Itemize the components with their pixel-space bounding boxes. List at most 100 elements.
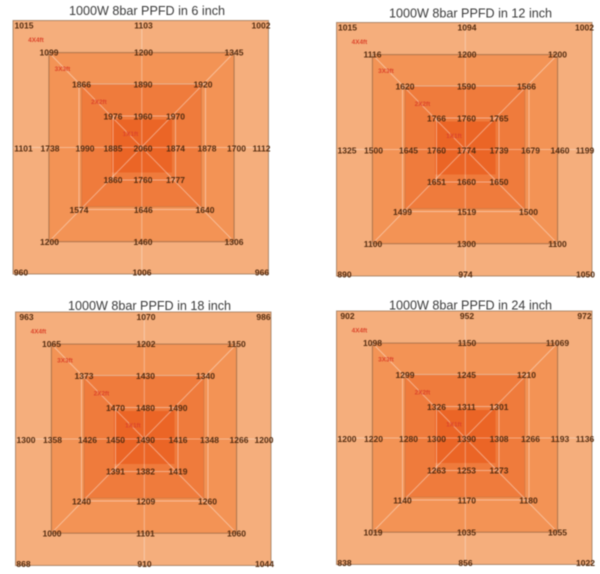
svg-text:1460: 1460	[134, 237, 153, 247]
svg-text:1490: 1490	[136, 435, 155, 445]
svg-text:1200: 1200	[255, 435, 274, 445]
svg-text:1180: 1180	[519, 496, 538, 506]
svg-text:2X2ft: 2X2ft	[94, 390, 110, 397]
svg-text:1055: 1055	[548, 527, 567, 537]
svg-text:1426: 1426	[78, 435, 97, 445]
svg-text:1774: 1774	[457, 145, 476, 155]
svg-text:1101: 1101	[136, 528, 155, 538]
svg-text:1500: 1500	[364, 145, 383, 155]
svg-text:1960: 1960	[134, 111, 153, 121]
svg-text:4X4ft: 4X4ft	[31, 328, 47, 335]
svg-text:1300: 1300	[427, 434, 446, 444]
svg-text:1325: 1325	[338, 145, 357, 155]
svg-text:1499: 1499	[393, 207, 412, 217]
svg-text:1210: 1210	[517, 370, 536, 380]
svg-text:1100: 1100	[548, 239, 567, 249]
svg-text:1419: 1419	[169, 467, 188, 477]
svg-text:1150: 1150	[227, 339, 246, 349]
svg-text:1760: 1760	[427, 145, 446, 155]
svg-text:1022: 1022	[576, 558, 595, 568]
svg-text:1348: 1348	[200, 435, 219, 445]
svg-text:952: 952	[460, 311, 474, 321]
svg-text:1651: 1651	[427, 177, 446, 187]
svg-text:1500: 1500	[519, 207, 538, 217]
svg-text:856: 856	[458, 558, 472, 568]
svg-text:1098: 1098	[363, 338, 382, 348]
svg-text:1700: 1700	[227, 143, 246, 153]
svg-text:11069: 11069	[546, 338, 569, 348]
svg-text:1035: 1035	[457, 527, 476, 537]
svg-text:1450: 1450	[106, 435, 125, 445]
svg-text:1019: 1019	[364, 527, 383, 537]
svg-text:1280: 1280	[399, 434, 418, 444]
svg-text:1200: 1200	[458, 50, 477, 60]
svg-text:2060: 2060	[134, 143, 153, 153]
svg-text:890: 890	[337, 269, 351, 279]
svg-text:1566: 1566	[517, 81, 536, 91]
svg-text:1976: 1976	[104, 111, 123, 121]
svg-text:1266: 1266	[230, 435, 249, 445]
svg-text:1260: 1260	[198, 497, 217, 507]
svg-text:1860: 1860	[104, 175, 123, 185]
svg-text:1490: 1490	[169, 403, 188, 413]
svg-text:1136: 1136	[576, 434, 595, 444]
svg-text:1060: 1060	[227, 528, 246, 538]
svg-text:2X2ft: 2X2ft	[415, 101, 431, 108]
svg-text:1199: 1199	[576, 145, 595, 155]
svg-text:1391: 1391	[106, 467, 125, 477]
svg-text:1X1ft: 1X1ft	[446, 421, 462, 428]
svg-text:1094: 1094	[458, 23, 477, 33]
svg-text:3X3ft: 3X3ft	[57, 357, 73, 364]
svg-text:2X2ft: 2X2ft	[91, 99, 107, 106]
svg-text:963: 963	[19, 312, 33, 322]
svg-text:1000W 8bar PPFD in 12 inch: 1000W 8bar PPFD in 12 inch	[389, 7, 552, 21]
svg-text:838: 838	[337, 558, 351, 568]
svg-text:1170: 1170	[458, 496, 477, 506]
svg-text:1990: 1990	[76, 143, 95, 153]
svg-text:1006: 1006	[133, 267, 152, 277]
svg-text:4X4ft: 4X4ft	[28, 37, 44, 44]
svg-text:974: 974	[458, 269, 472, 279]
svg-text:1273: 1273	[490, 466, 509, 476]
svg-text:1874: 1874	[166, 143, 185, 153]
svg-text:1878: 1878	[198, 143, 217, 153]
svg-text:1193: 1193	[551, 434, 570, 444]
svg-text:1739: 1739	[490, 145, 509, 155]
svg-text:1650: 1650	[490, 177, 509, 187]
svg-text:2X2ft: 2X2ft	[415, 389, 431, 396]
svg-text:902: 902	[340, 311, 354, 321]
svg-text:1200: 1200	[40, 237, 59, 247]
svg-text:1760: 1760	[134, 175, 153, 185]
svg-text:1866: 1866	[72, 79, 91, 89]
svg-text:910: 910	[137, 559, 151, 569]
svg-text:1015: 1015	[15, 21, 34, 31]
svg-text:1245: 1245	[457, 370, 476, 380]
svg-text:972: 972	[577, 311, 591, 321]
svg-text:1390: 1390	[457, 434, 476, 444]
svg-text:1202: 1202	[137, 339, 156, 349]
svg-text:1460: 1460	[551, 145, 570, 155]
svg-text:1150: 1150	[458, 338, 477, 348]
svg-text:1299: 1299	[396, 370, 415, 380]
svg-text:966: 966	[255, 267, 269, 277]
svg-text:1890: 1890	[134, 79, 153, 89]
svg-text:1885: 1885	[104, 143, 123, 153]
svg-text:1920: 1920	[194, 79, 213, 89]
svg-text:986: 986	[256, 312, 270, 322]
svg-text:1200: 1200	[548, 50, 567, 60]
svg-text:1970: 1970	[166, 111, 185, 121]
svg-text:1200: 1200	[134, 48, 153, 58]
svg-text:1373: 1373	[75, 371, 94, 381]
svg-text:3X3ft: 3X3ft	[378, 356, 394, 363]
svg-text:1X1ft: 1X1ft	[125, 422, 141, 429]
svg-text:1430: 1430	[136, 371, 155, 381]
svg-text:1300: 1300	[17, 435, 36, 445]
svg-text:3X3ft: 3X3ft	[378, 68, 394, 75]
svg-text:1015: 1015	[338, 23, 357, 33]
svg-text:1000: 1000	[43, 528, 62, 538]
svg-text:1266: 1266	[521, 434, 540, 444]
svg-text:1000W 8bar PPFD in 6 inch: 1000W 8bar PPFD in 6 inch	[69, 4, 225, 18]
svg-text:1308: 1308	[490, 434, 509, 444]
svg-text:1300: 1300	[457, 239, 476, 249]
svg-text:868: 868	[16, 559, 30, 569]
